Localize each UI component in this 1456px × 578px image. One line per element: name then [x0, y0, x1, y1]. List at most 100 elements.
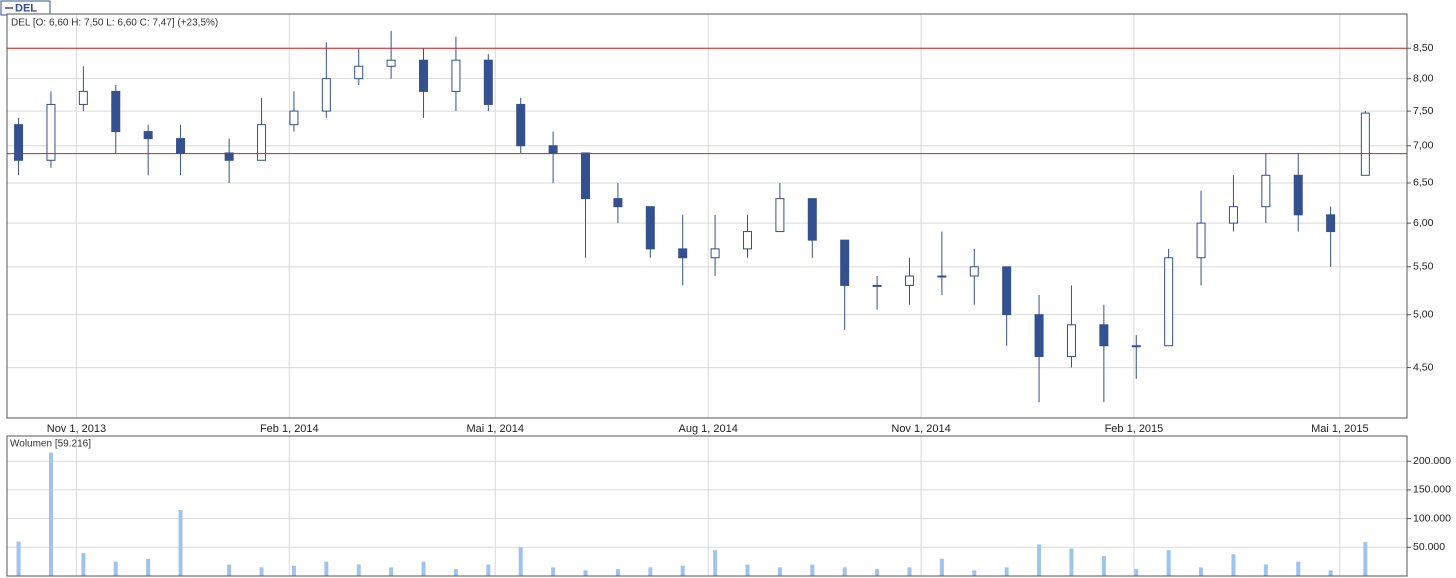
- candle-body: [937, 275, 947, 278]
- candle-body: [1034, 314, 1044, 358]
- candle-body: [143, 131, 153, 140]
- volume-bar: [1166, 550, 1171, 576]
- y-tick-label: 100.000: [1413, 512, 1451, 524]
- candle-body: [1360, 112, 1370, 176]
- candle-body: [1196, 222, 1206, 259]
- candle-body: [710, 248, 720, 259]
- candle-body: [483, 59, 493, 105]
- x-tick-label: Mai 1, 2015: [1311, 423, 1368, 435]
- volume-bar: [810, 564, 815, 576]
- y-tick-label: 6,00: [1413, 217, 1434, 229]
- volume-bar: [1328, 570, 1333, 576]
- volume-bar: [680, 565, 685, 576]
- candle-body: [1099, 324, 1109, 347]
- y-tick-label: 8,00: [1413, 72, 1434, 84]
- panel-background: [7, 14, 1407, 418]
- candle-body: [321, 78, 331, 112]
- volume-bar: [146, 558, 151, 576]
- volume-bar: [1231, 554, 1236, 576]
- volume-bar: [178, 510, 183, 576]
- candle-body: [613, 198, 623, 208]
- candle-body: [775, 198, 785, 233]
- price-info: DEL [O: 6,60 H: 7,50 L: 6,60 C: 7,47] (+…: [11, 18, 218, 29]
- candle-body: [176, 138, 186, 154]
- volume-bar: [113, 561, 118, 576]
- candle-body: [840, 239, 850, 286]
- candle-body: [354, 65, 364, 80]
- candle-body: [1228, 206, 1238, 224]
- candle-body: [904, 275, 914, 286]
- volume-bar: [1037, 544, 1042, 576]
- candle-body: [46, 103, 56, 161]
- candle-body: [969, 266, 979, 277]
- volume-bar: [453, 569, 458, 576]
- volume-bar: [259, 567, 264, 576]
- candle-body: [872, 284, 882, 287]
- x-tick-label: Mai 1, 2014: [467, 423, 524, 435]
- panel-frame: [6, 13, 1408, 419]
- candle-body: [419, 59, 429, 92]
- volume-bar: [1263, 564, 1268, 576]
- y-tick-label: 50.000: [1413, 541, 1445, 553]
- volume-bar: [421, 561, 426, 576]
- candle-body: [14, 124, 24, 161]
- candle-body: [289, 110, 299, 126]
- candle-body: [1131, 345, 1141, 348]
- volume-bar: [1296, 561, 1301, 576]
- y-tick-label: 4,50: [1413, 361, 1434, 373]
- volume-bar: [1004, 567, 1009, 576]
- volume-bar: [1363, 542, 1368, 576]
- volume-bar: [1101, 555, 1106, 576]
- x-tick-label: Aug 1, 2014: [678, 423, 737, 435]
- candle-body: [1326, 214, 1336, 233]
- candle-body: [1002, 266, 1012, 316]
- volume-bar: [939, 558, 944, 576]
- volume-bar: [227, 564, 232, 576]
- candle-body: [548, 145, 558, 154]
- candle-body: [1164, 257, 1174, 347]
- candle-body: [386, 59, 396, 67]
- volume-bar: [615, 569, 620, 576]
- y-tick-label: 6,50: [1413, 177, 1434, 189]
- legend-label: DEL: [15, 2, 37, 14]
- panel-background: [7, 436, 1407, 576]
- volume-bar: [324, 561, 329, 576]
- candle-body: [581, 152, 591, 200]
- volume-bar: [48, 452, 53, 576]
- volume-bar: [518, 547, 523, 576]
- volume-bar: [81, 553, 86, 576]
- volume-bar: [16, 541, 21, 576]
- volume-bar: [648, 567, 653, 576]
- volume-title: Wolumen [59.216]: [10, 439, 91, 450]
- candle-body: [1293, 174, 1303, 216]
- y-tick-label: 7,50: [1413, 105, 1434, 117]
- volume-bar: [551, 567, 556, 576]
- x-tick-label: Feb 1, 2014: [260, 423, 319, 435]
- candle-body: [516, 103, 526, 147]
- volume-bar: [356, 564, 361, 576]
- candle-body: [1066, 324, 1076, 358]
- y-tick-label: 150.000: [1413, 484, 1451, 496]
- candle-body: [257, 124, 267, 161]
- volume-bar: [583, 570, 588, 576]
- y-tick-label: 8,50: [1413, 42, 1434, 54]
- candle-body: [645, 206, 655, 250]
- y-tick-label: 7,00: [1413, 140, 1434, 152]
- volume-bar: [291, 565, 296, 576]
- volume-bar: [777, 567, 782, 576]
- volume-bar: [842, 567, 847, 576]
- volume-bar: [486, 564, 491, 576]
- y-tick-label: 5,00: [1413, 308, 1434, 320]
- volume-bar: [1199, 567, 1204, 576]
- x-tick-label: Nov 1, 2013: [47, 423, 106, 435]
- candle-body: [742, 231, 752, 250]
- x-tick-label: Feb 1, 2015: [1105, 423, 1164, 435]
- candle-body: [111, 90, 121, 133]
- volume-bar: [389, 567, 394, 576]
- candle-body: [224, 152, 234, 161]
- volume-bar: [1069, 548, 1074, 576]
- volume-bar: [713, 550, 718, 576]
- panel-frame: [6, 435, 1408, 577]
- volume-bar: [972, 570, 977, 576]
